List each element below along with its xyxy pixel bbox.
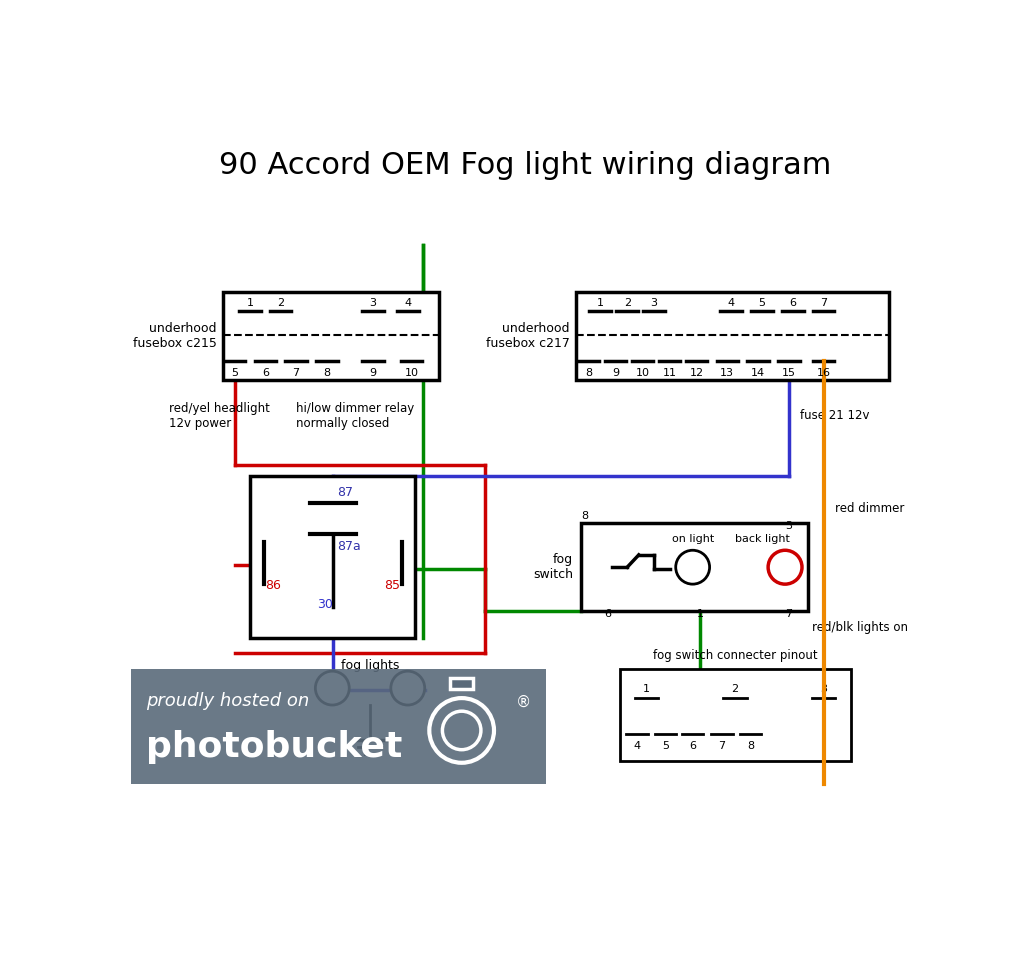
Text: 7: 7 xyxy=(719,740,725,751)
Text: 6: 6 xyxy=(604,608,611,619)
Text: 15: 15 xyxy=(782,367,796,378)
Text: 10: 10 xyxy=(636,367,649,378)
Text: underhood
fusebox c217: underhood fusebox c217 xyxy=(485,322,569,350)
Text: 12: 12 xyxy=(689,367,703,378)
Circle shape xyxy=(768,551,802,584)
Text: 3: 3 xyxy=(820,683,827,694)
Text: 2: 2 xyxy=(624,297,631,308)
Circle shape xyxy=(391,672,425,705)
Text: 87a: 87a xyxy=(337,539,360,553)
Text: 10: 10 xyxy=(404,367,419,378)
Text: 4: 4 xyxy=(728,297,735,308)
Text: underhood
fusebox c215: underhood fusebox c215 xyxy=(133,322,217,350)
Text: 1: 1 xyxy=(597,297,604,308)
Text: 6: 6 xyxy=(689,740,696,751)
Text: 5: 5 xyxy=(231,367,238,378)
Bar xyxy=(581,523,808,611)
Text: 1: 1 xyxy=(247,297,253,308)
Text: proudly hosted on: proudly hosted on xyxy=(146,691,309,709)
Text: 4: 4 xyxy=(404,297,412,308)
Text: 7: 7 xyxy=(820,297,827,308)
Text: fuse 21 12v: fuse 21 12v xyxy=(801,408,870,422)
Text: 8: 8 xyxy=(746,740,754,751)
Text: red/yel headlight
12v power: red/yel headlight 12v power xyxy=(169,402,270,430)
Bar xyxy=(131,669,547,784)
Text: 85: 85 xyxy=(384,578,400,591)
Bar xyxy=(575,292,889,381)
Text: 7: 7 xyxy=(293,367,300,378)
Text: 30: 30 xyxy=(317,598,333,610)
Circle shape xyxy=(315,672,349,705)
Text: photobucket: photobucket xyxy=(146,729,402,763)
Text: 8: 8 xyxy=(324,367,331,378)
Text: 6: 6 xyxy=(262,367,269,378)
Text: 86: 86 xyxy=(265,578,281,591)
Text: 5: 5 xyxy=(663,740,670,751)
Text: 87: 87 xyxy=(337,485,353,499)
Text: 3: 3 xyxy=(650,297,657,308)
Text: 3: 3 xyxy=(370,297,377,308)
Text: hi/low dimmer relay
normally closed: hi/low dimmer relay normally closed xyxy=(296,402,415,430)
Text: back light: back light xyxy=(734,533,790,543)
Text: 8: 8 xyxy=(585,367,592,378)
Bar xyxy=(250,477,416,638)
Text: red/blk lights on: red/blk lights on xyxy=(812,621,908,633)
Text: 14: 14 xyxy=(751,367,765,378)
Bar xyxy=(620,669,851,761)
Text: 4: 4 xyxy=(634,740,641,751)
Text: 5: 5 xyxy=(759,297,766,308)
Text: 1: 1 xyxy=(643,683,650,694)
Text: fog
switch: fog switch xyxy=(534,553,573,580)
Text: ®: ® xyxy=(516,694,530,709)
Text: red dimmer: red dimmer xyxy=(836,501,904,514)
Text: 2: 2 xyxy=(278,297,285,308)
Text: 9: 9 xyxy=(370,367,377,378)
Bar xyxy=(451,678,473,689)
Text: 6: 6 xyxy=(790,297,797,308)
Text: 90 Accord OEM Fog light wiring diagram: 90 Accord OEM Fog light wiring diagram xyxy=(218,151,831,180)
Text: 11: 11 xyxy=(663,367,677,378)
Text: 16: 16 xyxy=(816,367,830,378)
Text: fog lights: fog lights xyxy=(341,659,399,672)
Text: 7: 7 xyxy=(785,608,793,619)
Bar xyxy=(223,292,438,381)
Text: 13: 13 xyxy=(720,367,734,378)
Text: 1: 1 xyxy=(697,608,703,619)
Text: fog switch connecter pinout: fog switch connecter pinout xyxy=(652,649,817,661)
Text: 3: 3 xyxy=(785,520,793,530)
Text: 2: 2 xyxy=(731,683,738,694)
Circle shape xyxy=(676,551,710,584)
Text: on light: on light xyxy=(672,533,714,543)
Text: 9: 9 xyxy=(612,367,620,378)
Text: 8: 8 xyxy=(582,510,589,520)
